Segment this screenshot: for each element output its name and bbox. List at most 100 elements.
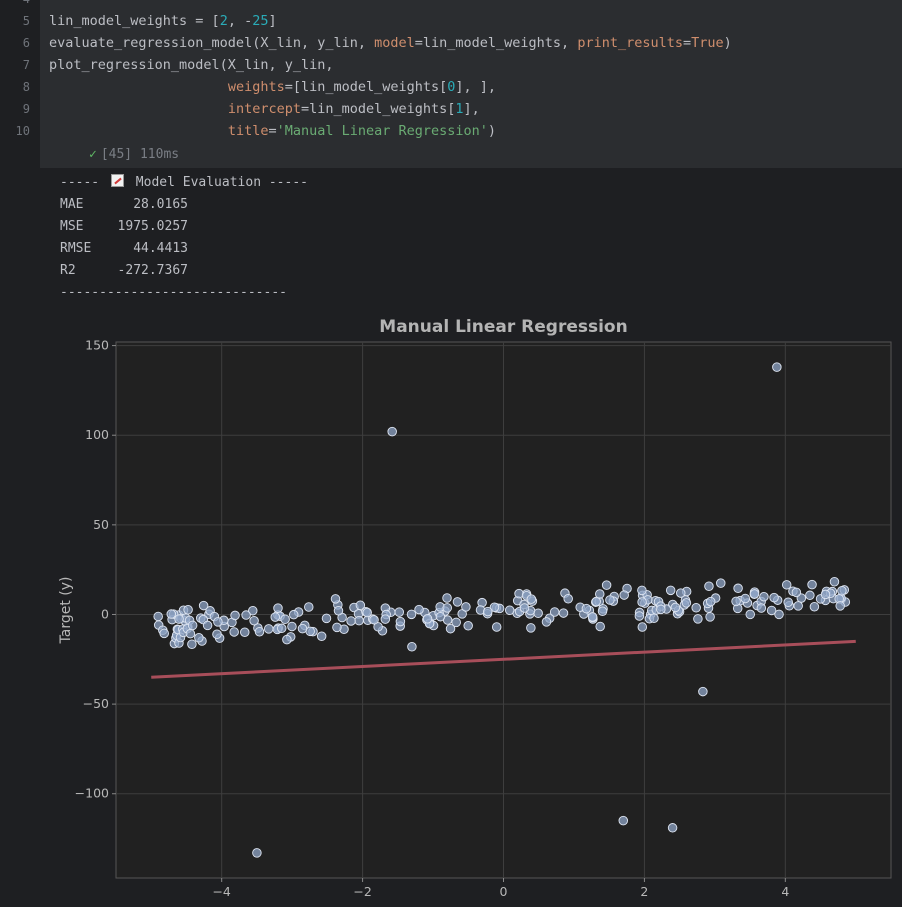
data-point — [194, 633, 204, 643]
data-point — [414, 604, 424, 615]
line-number: 8 — [22, 80, 30, 94]
data-point — [280, 614, 290, 624]
data-point — [634, 611, 645, 621]
data-point — [240, 627, 250, 637]
data-point — [241, 610, 251, 620]
data-point — [159, 628, 169, 639]
data-point — [333, 605, 344, 616]
data-point — [332, 622, 342, 633]
data-point — [212, 629, 222, 639]
data-point — [691, 602, 701, 613]
x-tick-label: −2 — [353, 884, 371, 899]
metric-label: MAE — [60, 197, 84, 212]
data-point — [273, 603, 283, 613]
data-point — [681, 598, 692, 608]
eval-footer: ----------------------------- — [60, 285, 287, 300]
code-text: lin_model_weights = [2, -25] — [49, 13, 277, 29]
data-point — [483, 606, 493, 617]
data-point — [174, 614, 184, 624]
data-point — [442, 593, 452, 603]
data-point — [601, 580, 612, 590]
data-point — [829, 576, 840, 587]
data-point — [756, 603, 767, 613]
data-point — [637, 585, 647, 596]
data-point — [519, 603, 530, 613]
data-point — [445, 623, 456, 634]
data-point — [185, 628, 196, 639]
data-point — [605, 595, 615, 605]
data-point — [549, 607, 560, 617]
data-point — [783, 597, 793, 608]
data-point — [380, 614, 391, 624]
line-number: 7 — [22, 58, 30, 72]
data-point — [304, 602, 314, 612]
data-point — [276, 623, 287, 634]
data-point — [676, 588, 686, 598]
data-point — [187, 639, 197, 650]
data-point — [202, 620, 213, 631]
data-point — [731, 596, 741, 607]
eval-header: ----- Model Evaluation ----- — [60, 174, 308, 190]
data-point — [355, 600, 366, 611]
code-text: weights=[lin_model_weights[0], ], — [227, 79, 497, 95]
data-point — [489, 602, 500, 612]
data-point — [504, 605, 515, 616]
data-point — [558, 608, 569, 618]
line-number: 9 — [22, 102, 30, 116]
line-number-gutter — [0, 0, 40, 903]
data-point — [369, 615, 379, 625]
metric-value: -272.7367 — [117, 263, 188, 278]
data-point — [637, 597, 647, 607]
metric-value: 28.0165 — [133, 197, 188, 212]
data-point — [354, 615, 364, 626]
data-point — [809, 601, 820, 612]
data-point — [618, 815, 629, 826]
data-point — [526, 623, 536, 633]
line-number: 6 — [22, 36, 30, 50]
metric-value: 44.4413 — [133, 241, 188, 256]
metric-label: R2 — [60, 263, 76, 278]
regression-line — [151, 639, 856, 679]
data-point — [187, 620, 198, 631]
y-axis-label: Target (y) — [58, 577, 74, 645]
data-point — [270, 612, 280, 622]
data-point — [595, 589, 605, 599]
data-point — [248, 605, 258, 616]
data-point — [229, 627, 239, 637]
data-point — [820, 589, 831, 600]
data-point — [407, 641, 417, 652]
data-point — [541, 617, 552, 627]
data-point — [321, 613, 332, 624]
data-point — [704, 581, 714, 592]
data-point — [435, 611, 446, 622]
data-point — [759, 591, 769, 602]
cell-exec-info: [45] 110ms — [100, 147, 180, 162]
metric-mse: MSE 1975.0257 — [60, 216, 188, 238]
data-point — [387, 426, 397, 437]
code-text: intercept=lin_model_weights[1], — [227, 101, 480, 117]
data-point — [183, 604, 193, 615]
regression-plot: −4 −2 0 2 4 −100 −50 0 50 100 150 Manual Linear Reg… — [58, 317, 892, 899]
data-point — [591, 596, 601, 607]
data-point — [263, 624, 274, 634]
data-point — [793, 601, 803, 611]
x-tick-label: 2 — [640, 884, 648, 899]
data-point — [807, 579, 817, 590]
data-point — [287, 621, 297, 632]
y-tick-label: 50 — [93, 517, 109, 532]
check-icon: ✓ — [89, 147, 97, 162]
data-point — [587, 612, 598, 622]
code-text: evaluate_regression_model(X_lin, y_lin, … — [49, 35, 732, 51]
x-tick-label: −4 — [212, 884, 230, 899]
data-point — [452, 597, 463, 607]
data-point — [837, 586, 847, 596]
data-point — [705, 596, 716, 607]
data-point — [288, 609, 299, 620]
metric-rmse: RMSE 44.4413 — [60, 238, 188, 260]
data-point — [733, 583, 743, 594]
chart-title: Manual Linear Regression — [379, 317, 627, 337]
data-point — [656, 604, 666, 615]
cell-output: ----- Model Evaluation ----- MAE 28.0165 M… — [48, 168, 902, 310]
data-point — [406, 609, 417, 620]
